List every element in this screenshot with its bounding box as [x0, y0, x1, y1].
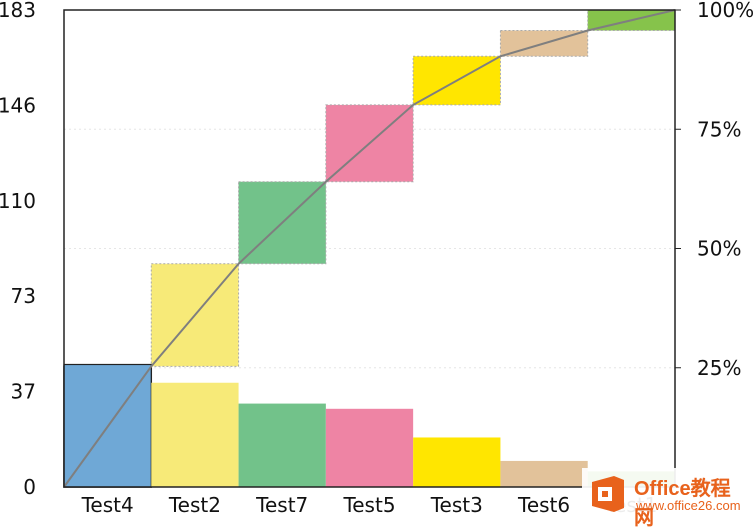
y2-tick-label: 100%: [697, 0, 754, 22]
y-tick-label: 37: [11, 380, 36, 404]
y-tick-label: 0: [23, 475, 36, 499]
y2-tick-label: 75%: [697, 117, 741, 141]
bar-Test5: [325, 408, 414, 487]
bar-Test3: [413, 437, 501, 487]
y-axis-right: 0%25%50%75%100%: [675, 0, 754, 499]
x-tick-label: Test2: [168, 493, 221, 517]
y-tick-label: 110: [0, 189, 36, 213]
x-axis: Test4Test2Test7Test5Test3Test6Test1: [81, 493, 658, 517]
bar-Test7: [238, 403, 326, 487]
x-tick-label: Test4: [81, 493, 134, 517]
watermark: Office教程网 www.office26.com: [582, 468, 750, 529]
x-tick-label: Test5: [342, 493, 395, 517]
y-axis-left: 0 37 73 110 146 183: [0, 0, 36, 499]
office-logo-icon: [592, 476, 624, 512]
bar-Test2: [151, 382, 239, 487]
cumulative-line: [63, 9, 676, 488]
cumulative-line-path: [63, 9, 676, 488]
watermark-url: www.office26.com: [636, 498, 741, 513]
x-tick-label: Test7: [255, 493, 308, 517]
y-tick-label: 73: [11, 284, 36, 308]
y2-tick-label: 25%: [697, 356, 741, 380]
x-tick-label: Test6: [517, 493, 570, 517]
y2-tick-label: 50%: [697, 237, 741, 261]
bar-Test6: [500, 460, 588, 487]
y-tick-label: 183: [0, 0, 36, 22]
y-tick-label: 146: [0, 93, 36, 117]
x-tick-label: Test3: [430, 493, 483, 517]
